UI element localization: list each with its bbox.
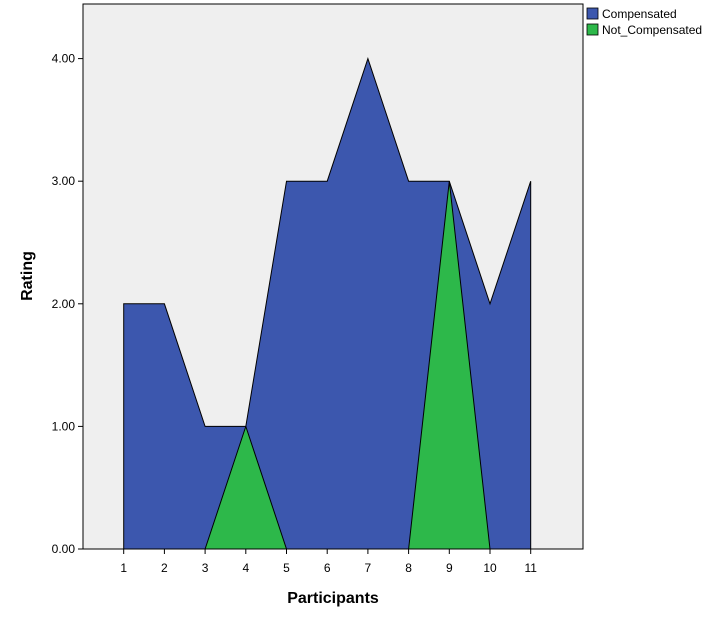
x-tick-label: 7 [365,561,372,575]
x-tick-label: 6 [324,561,331,575]
x-tick-label: 10 [483,561,497,575]
legend-label-compensated: Compensated [602,7,677,21]
x-axis: 1 2 3 4 5 6 7 8 9 10 11 [120,549,537,575]
y-tick-label: 3.00 [52,174,76,188]
legend-swatch-compensated [587,8,598,19]
x-tick-label: 2 [161,561,168,575]
x-tick-label: 4 [242,561,249,575]
legend: Compensated Not_Compensated [587,7,702,37]
x-tick-label: 11 [524,561,537,575]
x-tick-label: 1 [120,561,127,575]
y-tick-label: 0.00 [52,542,76,556]
x-tick-label: 3 [202,561,209,575]
x-tick-label: 5 [283,561,290,575]
y-tick-label: 1.00 [52,419,76,433]
x-axis-title: Participants [287,590,379,607]
y-tick-label: 2.00 [52,297,76,311]
legend-label-not-compensated: Not_Compensated [602,23,702,37]
y-tick-label: 4.00 [52,52,76,66]
legend-swatch-not-compensated [587,24,598,35]
x-tick-label: 9 [446,561,453,575]
y-axis-title: Rating [19,251,36,301]
x-tick-label: 8 [405,561,412,575]
y-axis: 0.00 1.00 2.00 3.00 4.00 [52,52,83,556]
